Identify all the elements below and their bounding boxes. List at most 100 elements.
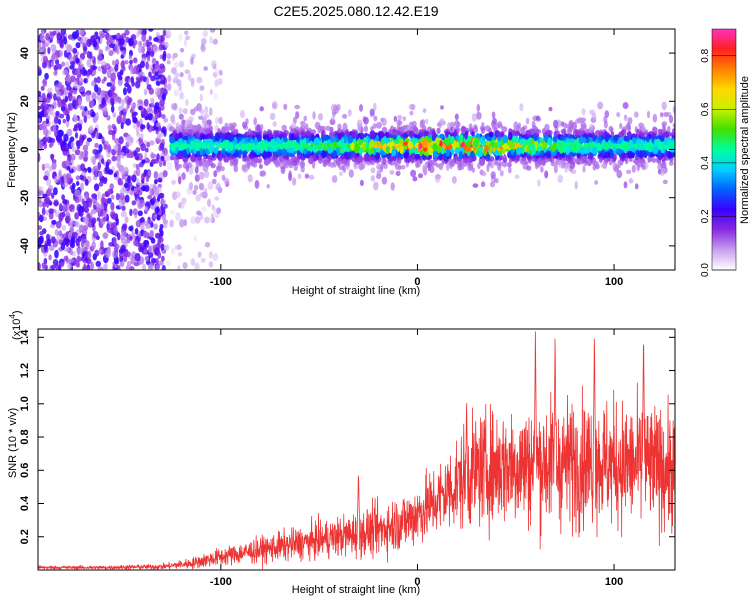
noise-cell	[126, 98, 132, 106]
signal-cell	[623, 142, 629, 150]
noise-cell	[174, 245, 178, 250]
noise-cell	[194, 216, 201, 224]
y-tick-label: 0.6	[19, 463, 31, 478]
signal-cell	[229, 142, 234, 152]
signal-cell	[458, 151, 463, 160]
colorbar-tick-label: 0.4	[700, 156, 711, 170]
noise-cell	[147, 113, 153, 121]
signal-cell	[658, 129, 663, 137]
noise-cell	[79, 57, 83, 66]
signal-cell	[440, 105, 444, 110]
noise-cell	[54, 84, 59, 93]
noise-cell	[171, 247, 175, 256]
noise-cell	[55, 220, 62, 229]
noise-cell	[92, 59, 96, 66]
noise-cell	[66, 166, 71, 171]
noise-cell	[69, 218, 74, 227]
signal-cell	[405, 124, 410, 130]
noise-cell	[82, 144, 89, 152]
signal-cell	[422, 108, 427, 113]
signal-cell	[434, 174, 441, 183]
noise-cell	[158, 185, 162, 193]
noise-cell	[157, 251, 162, 259]
noise-cell	[70, 141, 75, 149]
noise-cell	[140, 124, 146, 130]
snr-x-label: Height of straight line (km)	[292, 584, 420, 596]
noise-cell	[63, 143, 70, 152]
noise-cell	[173, 61, 179, 69]
noise-cell	[190, 56, 194, 65]
noise-cell	[179, 72, 184, 78]
signal-cell	[196, 150, 201, 157]
signal-cell	[398, 156, 402, 165]
signal-cell	[394, 162, 400, 170]
signal-cell	[582, 165, 586, 173]
noise-cell	[75, 57, 81, 64]
noise-cell	[148, 29, 154, 32]
noise-cell	[101, 158, 105, 165]
noise-cell	[96, 76, 101, 84]
noise-cell	[167, 74, 172, 83]
signal-cell	[668, 115, 674, 124]
noise-cell	[160, 199, 167, 205]
signal-cell	[640, 159, 646, 168]
noise-cell	[113, 125, 117, 135]
signal-cell	[519, 103, 524, 112]
noise-cell	[91, 132, 96, 139]
signal-cell	[490, 171, 496, 180]
noise-cell	[61, 98, 66, 107]
noise-cell	[40, 85, 45, 91]
signal-cell	[184, 143, 188, 150]
signal-cell	[316, 150, 322, 155]
noise-cell	[101, 67, 108, 75]
signal-cell	[410, 169, 417, 178]
noise-cell	[150, 50, 155, 58]
signal-cell	[396, 119, 401, 126]
noise-cell	[84, 178, 89, 186]
signal-cell	[181, 172, 186, 181]
noise-cell	[98, 171, 103, 177]
noise-cell	[93, 205, 97, 210]
noise-cell	[82, 42, 87, 49]
noise-cell	[38, 66, 41, 72]
noise-cell	[81, 36, 87, 43]
noise-cell	[103, 202, 108, 212]
noise-cell	[77, 36, 82, 42]
signal-cell	[547, 137, 552, 146]
noise-cell	[79, 105, 85, 111]
signal-cell	[499, 154, 504, 161]
signal-cell	[480, 137, 484, 145]
noise-cell	[169, 219, 174, 228]
noise-cell	[61, 61, 66, 67]
signal-cell	[317, 155, 323, 164]
noise-cell	[43, 55, 48, 64]
signal-cell	[418, 129, 423, 138]
signal-cell	[241, 138, 246, 144]
signal-cell	[206, 119, 212, 126]
noise-cell	[65, 247, 70, 253]
signal-cell	[481, 171, 487, 177]
noise-cell	[134, 151, 139, 161]
signal-cell	[182, 124, 187, 132]
noise-cell	[118, 96, 122, 105]
noise-cell	[61, 29, 66, 34]
noise-cell	[144, 255, 150, 262]
noise-cell	[109, 38, 115, 44]
noise-cell	[218, 69, 223, 76]
signal-cell	[561, 128, 567, 137]
signal-cell	[604, 110, 610, 118]
signal-cell	[192, 126, 198, 131]
noise-cell	[102, 216, 107, 222]
noise-cell	[150, 237, 156, 244]
noise-cell	[42, 136, 48, 143]
noise-cell	[128, 37, 134, 47]
noise-cell	[38, 186, 44, 192]
noise-cell	[202, 30, 208, 38]
signal-cell	[597, 145, 603, 152]
signal-cell	[238, 149, 243, 156]
signal-cell	[477, 150, 483, 158]
signal-cell	[369, 140, 375, 148]
signal-cell	[280, 166, 286, 174]
signal-cell	[343, 134, 347, 144]
noise-cell	[125, 265, 130, 270]
